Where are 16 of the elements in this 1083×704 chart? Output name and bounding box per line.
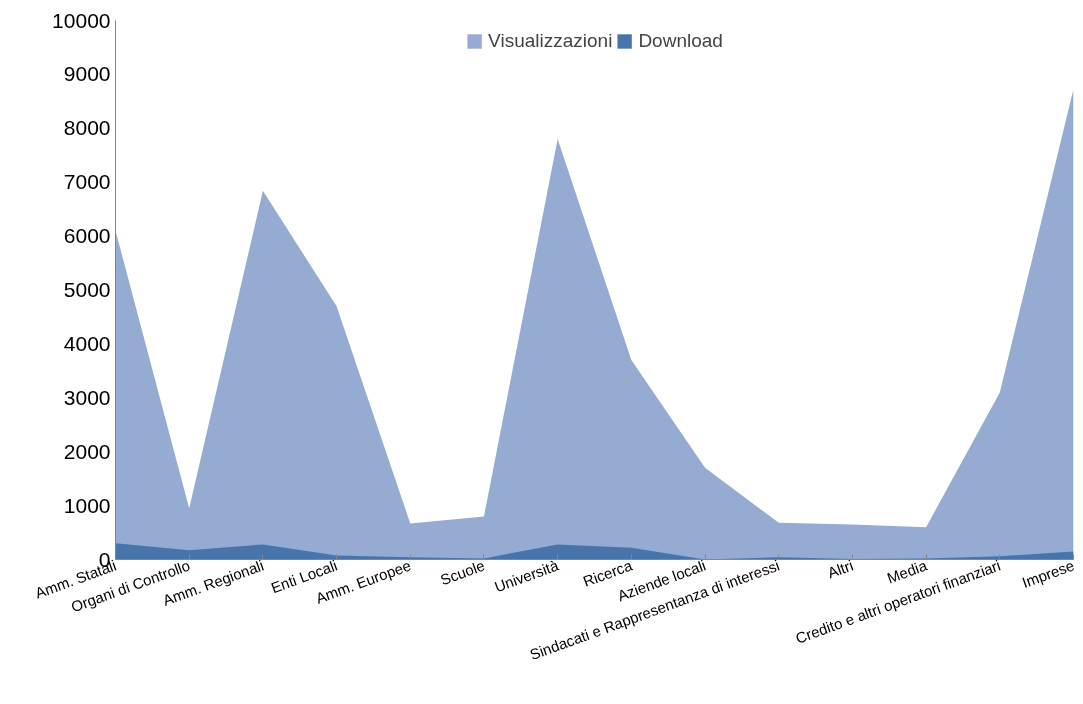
legend-label: Visualizzazioni xyxy=(488,30,613,52)
y-tick-label: 7000 xyxy=(63,170,111,194)
y-tick-label: 1000 xyxy=(63,493,111,517)
y-tick-label: 6000 xyxy=(63,224,111,248)
y-tick-label: 5000 xyxy=(63,278,111,301)
y-tick-label: 4000 xyxy=(63,331,111,355)
y-tick-label: 8000 xyxy=(63,116,111,140)
x-tick-label: Altri xyxy=(825,556,856,582)
y-tick-label: 2000 xyxy=(63,439,111,463)
legend-label: Download xyxy=(638,30,723,52)
x-tick-label: Media xyxy=(884,556,930,587)
y-tick-label: 9000 xyxy=(63,62,111,86)
x-tick-label: Scuole xyxy=(437,556,487,589)
y-tick-label: 10000 xyxy=(52,8,111,32)
y-tick-label: 3000 xyxy=(63,385,111,409)
x-tick-label: Imprese xyxy=(1019,556,1077,592)
